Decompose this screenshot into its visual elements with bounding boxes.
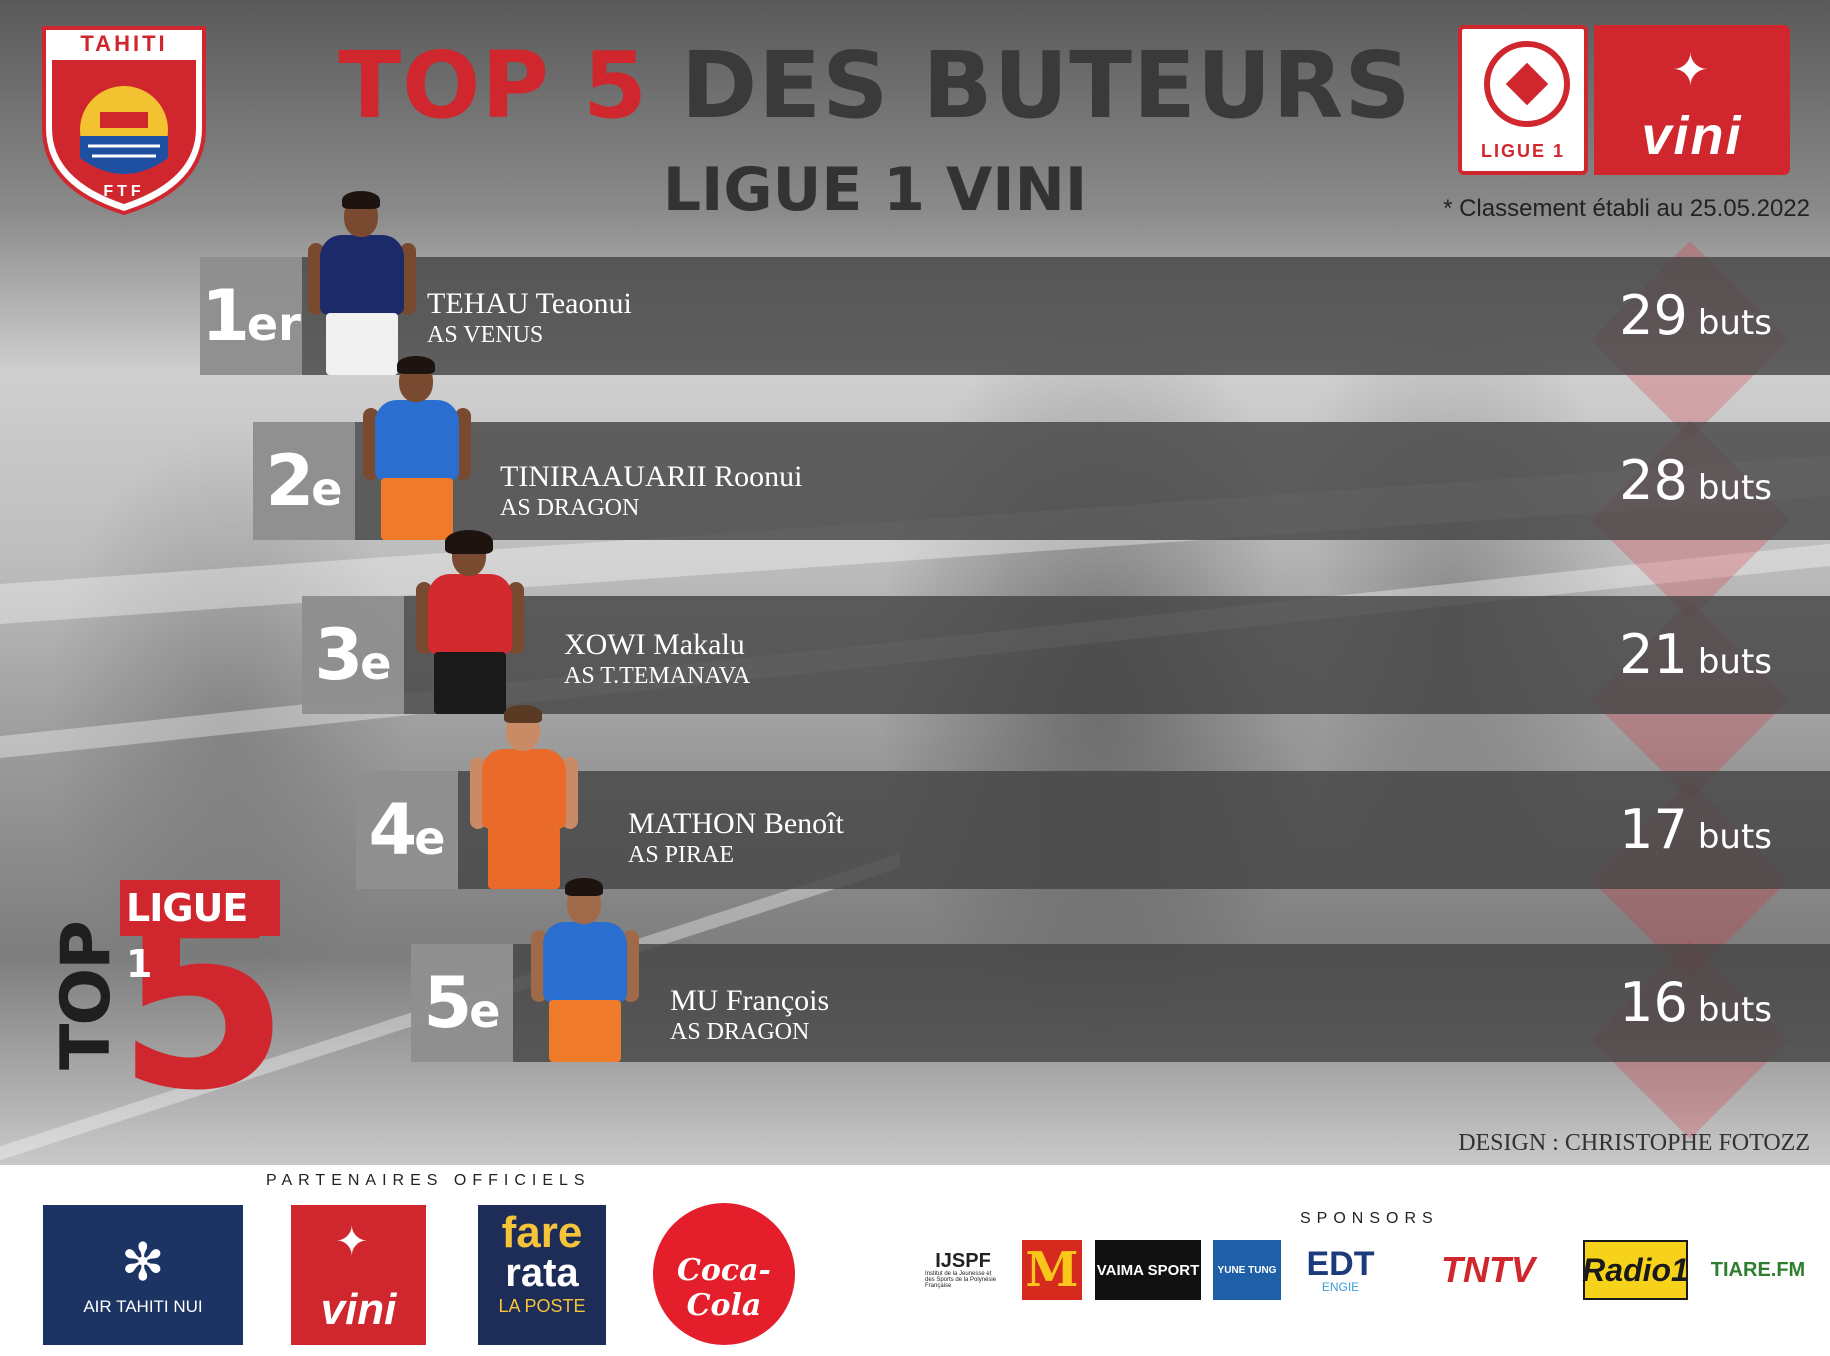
- goal-count: 16 buts: [1619, 971, 1772, 1034]
- edt-engie-logo: EDT ENGIE: [1306, 1245, 1375, 1294]
- air-tahiti-nui-logo: ✻ AIR TAHITI NUI: [43, 1205, 243, 1345]
- ranking-row-3: 3e XOWI Makalu AS T.TEMANAVA 21 buts: [302, 530, 1830, 714]
- fare-rata-logo: fare rata LA POSTE: [478, 1205, 606, 1345]
- goal-count: 28 buts: [1619, 449, 1772, 512]
- partners-label: PARTENAIRES OFFICIELS: [266, 1172, 591, 1189]
- goal-count: 17 buts: [1619, 798, 1772, 861]
- ranking-date: * Classement établi au 25.05.2022: [1443, 195, 1810, 222]
- goal-count: 29 buts: [1619, 284, 1772, 347]
- vini-logo: ✦ vini: [1594, 25, 1790, 175]
- goal-count: 21 buts: [1619, 623, 1772, 686]
- rank-badge: 1er: [200, 257, 302, 375]
- tiare-fm-logo: TIARE.FM: [1710, 1258, 1806, 1281]
- player-club: AS T.TEMANAVA: [564, 663, 751, 689]
- player-name: TINIRAAUARII Roonui: [500, 460, 803, 493]
- player-photo: [414, 530, 526, 714]
- football-icon: [1484, 41, 1570, 127]
- player-photo: [361, 356, 473, 540]
- page-title: TOP 5 DES BUTEURS: [300, 40, 1450, 132]
- badge-top-text: TAHITI: [80, 31, 167, 56]
- ranking-row-2: 2e TINIRAAUARII Roonui AS DRAGON 28 buts: [253, 356, 1830, 540]
- player-club: AS DRAGON: [500, 495, 640, 521]
- player-photo: [306, 191, 418, 375]
- title-red-part: TOP 5: [338, 32, 648, 139]
- rank-badge: 4e: [356, 771, 458, 889]
- player-name: TEHAU Teaonui: [427, 287, 632, 320]
- title-rest-part: DES BUTEURS: [680, 32, 1412, 139]
- tiare-flower-icon: ✻: [121, 1234, 165, 1292]
- bird-icon: ✦: [1672, 46, 1709, 95]
- vini-partner-logo: ✦ vini: [291, 1205, 426, 1345]
- mcdonalds-logo: M: [1022, 1240, 1082, 1300]
- vaima-sport-logo: VAIMA SPORT: [1095, 1240, 1201, 1300]
- coca-cola-logo: Coca-Cola: [653, 1203, 795, 1345]
- top5-emblem: 5 TOP LIGUE 1: [40, 875, 290, 1125]
- tntv-logo: TNTV: [1441, 1249, 1535, 1290]
- emblem-league: LIGUE 1: [120, 880, 280, 986]
- ftf-badge-logo: TAHITI FTF: [42, 26, 206, 216]
- badge-bottom-text: FTF: [103, 183, 144, 200]
- player-photo: [468, 705, 580, 889]
- design-credit: DESIGN : CHRISTOPHE FOTOZZ: [1458, 1130, 1810, 1156]
- ranking-row-5: 5e MU François AS DRAGON 16 buts: [411, 878, 1830, 1062]
- sponsors-label: SPONSORS: [1300, 1210, 1439, 1227]
- player-name: XOWI Makalu: [564, 628, 745, 661]
- emblem-top: TOP: [47, 921, 126, 1071]
- player-club: AS VENUS: [427, 322, 544, 348]
- yune-tung-logo: YUNE TUNG: [1213, 1240, 1281, 1300]
- ligue1-logo: LIGUE 1: [1458, 25, 1588, 175]
- rank-badge: 3e: [302, 596, 404, 714]
- vini-logo-text: vini: [1641, 106, 1743, 166]
- ijspf-logo: IJSPF Institut de la Jeunesse et des Spo…: [925, 1250, 997, 1289]
- rank-badge: 5e: [411, 944, 513, 1062]
- player-name: MATHON Benoît: [628, 807, 844, 840]
- player-photo: [529, 878, 641, 1062]
- ranking-row-1: 1er TEHAU Teaonui AS VENUS 29 buts: [200, 191, 1830, 375]
- player-club: AS PIRAE: [628, 842, 735, 868]
- ligue1-logo-label: LIGUE 1: [1480, 141, 1565, 161]
- bird-icon: ✦: [335, 1220, 369, 1264]
- player-name: MU François: [670, 984, 830, 1017]
- player-club: AS DRAGON: [670, 1019, 810, 1045]
- page-subtitle: LIGUE 1 VINI: [662, 155, 1088, 225]
- radio1-logo: Radio1: [1582, 1240, 1689, 1300]
- ranking-row-4: 4e MATHON Benoît AS PIRAE 17 buts: [356, 705, 1830, 889]
- rank-badge: 2e: [253, 422, 355, 540]
